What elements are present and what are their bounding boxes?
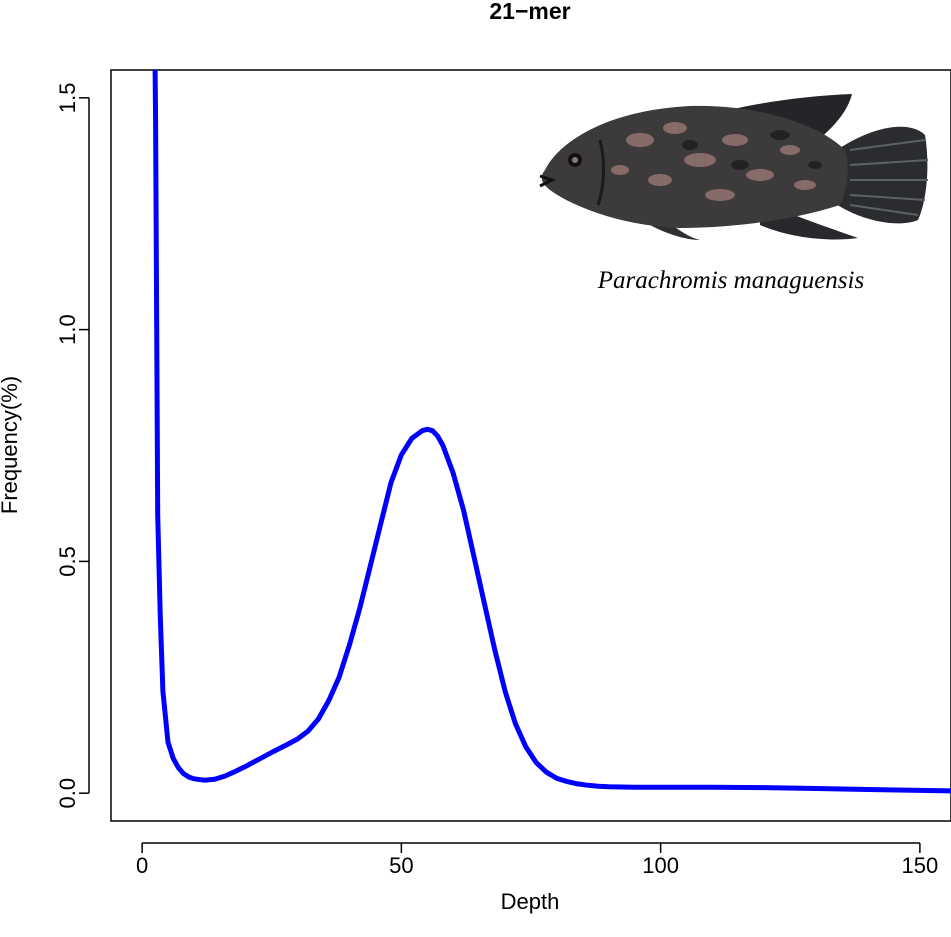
x-axis: 0 50 100 150	[136, 842, 939, 878]
chart-title: 21−mer	[489, 0, 570, 24]
y-tick-label: 0.5	[55, 546, 80, 577]
x-tick-label: 0	[136, 853, 148, 878]
x-tick-label: 50	[389, 853, 413, 878]
fish-photo	[539, 94, 929, 240]
y-tick-label: 1.5	[55, 83, 80, 114]
x-tick-label: 150	[902, 853, 939, 878]
x-axis-label: Depth	[501, 889, 560, 914]
species-label: Parachromis managuensis	[597, 267, 864, 294]
series-group	[152, 70, 951, 794]
y-tick-label: 0.0	[55, 778, 80, 809]
series-line	[152, 70, 951, 794]
y-axis-label: Frequency(%)	[0, 376, 22, 514]
y-tick-label: 1.0	[55, 314, 80, 345]
x-tick-label: 100	[642, 853, 679, 878]
plot-frame	[110, 69, 951, 822]
y-axis: 0.0 0.5 1.0 1.5	[55, 83, 90, 809]
